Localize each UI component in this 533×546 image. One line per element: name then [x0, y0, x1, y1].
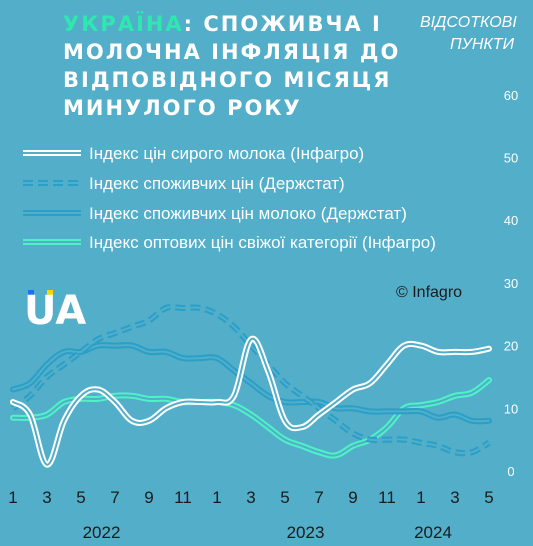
x-tick-label-11: 11	[378, 488, 396, 507]
legend-item-2: Індекс споживчих цін молоко (Держстат)	[23, 204, 407, 223]
y-axis-ticks: 0 10 20 30 40 50 60	[504, 88, 518, 479]
x-tick-label-9: 7	[314, 488, 323, 507]
legend-label-0: Індекс цін сирого молока (Інфагро)	[89, 144, 364, 163]
logo-yellow-square	[47, 290, 53, 296]
x-tick-label-10: 9	[348, 488, 357, 507]
y-tick-label-5: 50	[504, 151, 518, 166]
y-tick-label-1: 10	[504, 401, 518, 416]
legend-item-1: Індекс споживчих цін (Держстат)	[23, 174, 345, 193]
y-tick-label-0: 0	[507, 464, 514, 479]
chart-title: УКРАЇНА: СПОЖИВЧА І МОЛОЧНА ІНФЛЯЦІЯ ДО …	[63, 11, 400, 120]
plot-area	[10, 303, 492, 468]
legend-label-3: Індекс оптових цін свіжої категорії (Інф…	[89, 233, 436, 252]
credit: © Infagro	[396, 284, 462, 301]
x-tick-label-3: 7	[110, 488, 119, 507]
year-label-1: 2023	[287, 523, 325, 542]
logo-text: UA	[24, 288, 86, 334]
series-line-2	[10, 342, 492, 425]
series-line-0-inner	[12, 337, 490, 466]
x-tick-label-6: 1	[212, 488, 221, 507]
legend-label-1: Індекс споживчих цін (Держстат)	[89, 174, 345, 193]
x-tick-label-14: 5	[484, 488, 493, 507]
ylabel-line-1: ВІДСОТКОВІ	[420, 14, 517, 31]
x-tick-label-7: 3	[246, 488, 255, 507]
y-tick-label-4: 40	[504, 213, 518, 228]
legend-item-0: Індекс цін сирого молока (Інфагро)	[23, 144, 364, 163]
series-line-3	[10, 377, 492, 459]
x-tick-label-5: 11	[174, 488, 192, 507]
title-line-2: МОЛОЧНА ІНФЛЯЦІЯ ДО	[63, 40, 400, 64]
title-line-4: МИНУЛОГО РОКУ	[63, 96, 302, 120]
series-line-0	[10, 335, 492, 468]
y-tick-label-2: 20	[504, 339, 518, 354]
title-line-3: ВІДПОВІДНОГО МІСЯЦЯ	[63, 68, 391, 92]
series-line-3-inner	[12, 379, 490, 457]
title-line-1: УКРАЇНА: СПОЖИВЧА І	[63, 11, 382, 36]
x-tick-label-13: 3	[450, 488, 459, 507]
title-line-1-rest: : СПОЖИВЧА І	[184, 12, 382, 36]
title-accent: УКРАЇНА	[63, 11, 184, 36]
x-tick-label-4: 9	[144, 488, 153, 507]
y-tick-label-3: 30	[504, 276, 518, 291]
ua-logo: UA	[24, 288, 86, 334]
logo-blue-square	[28, 290, 34, 296]
x-tick-label-12: 1	[416, 488, 425, 507]
x-tick-label-0: 1	[8, 488, 17, 507]
x-tick-label-2: 5	[76, 488, 85, 507]
legend-item-3: Індекс оптових цін свіжої категорії (Інф…	[23, 233, 436, 252]
year-label-2: 2024	[414, 523, 452, 542]
ylabel-line-2: ПУНКТИ	[450, 36, 515, 53]
year-label-0: 2022	[83, 523, 121, 542]
x-axis-ticks: 1 3 5 7 9 11 1 3 5 7 9 11 1 3 5	[8, 488, 493, 507]
series-line-2-inner	[12, 344, 490, 423]
x-tick-label-8: 5	[280, 488, 289, 507]
legend-label-2: Індекс споживчих цін молоко (Держстат)	[89, 204, 407, 223]
year-labels: 2022 2023 2024	[83, 523, 452, 542]
x-tick-label-1: 3	[42, 488, 51, 507]
y-tick-label-6: 60	[504, 88, 518, 103]
legend: Індекс цін сирого молока (Інфагро) Індекс…	[23, 144, 436, 252]
